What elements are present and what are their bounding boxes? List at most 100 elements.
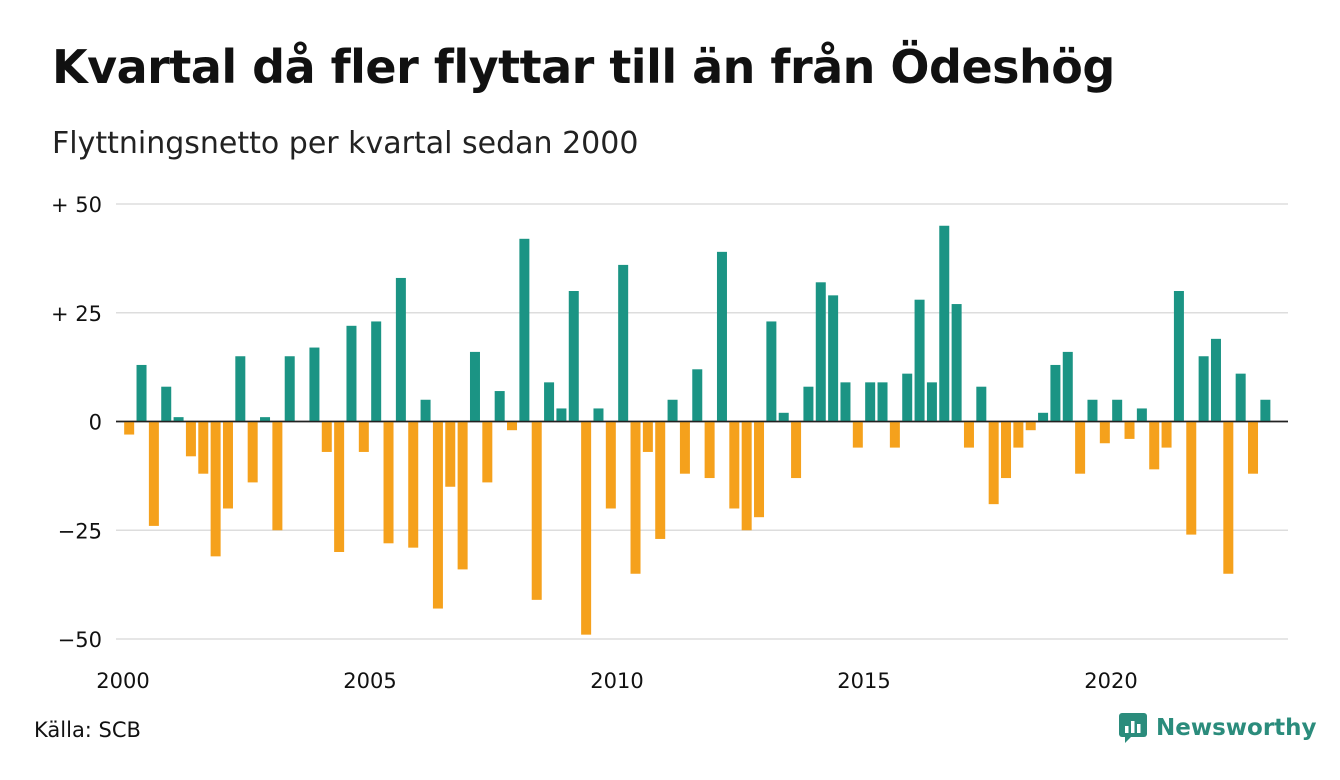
bar: [161, 386, 172, 422]
bar: [445, 421, 456, 487]
bar: [346, 325, 357, 422]
bar: [469, 351, 480, 422]
bar: [815, 282, 826, 422]
bar: [531, 421, 542, 600]
bar: [704, 421, 715, 479]
y-tick-label: + 50: [51, 193, 102, 217]
bar: [778, 412, 789, 422]
x-tick-label: 2010: [590, 669, 643, 693]
bar: [1161, 421, 1172, 448]
bar: [840, 382, 851, 422]
bar: [371, 321, 382, 422]
bar: [1235, 373, 1246, 422]
bar: [185, 421, 196, 457]
y-tick-label: −25: [58, 519, 102, 543]
x-tick-label: 2000: [96, 669, 149, 693]
bar: [1124, 421, 1135, 439]
bar: [729, 421, 740, 509]
bar: [519, 238, 530, 422]
bar: [1248, 421, 1259, 474]
bar: [321, 421, 332, 452]
bar: [877, 382, 888, 422]
bar: [963, 421, 974, 448]
bar: [1173, 291, 1184, 422]
bar: [507, 421, 518, 431]
bar: [1149, 421, 1160, 470]
bar: [754, 421, 765, 518]
bar: [1050, 364, 1061, 422]
bar: [951, 304, 962, 422]
bar: [420, 399, 431, 422]
bar: [494, 391, 505, 422]
bar: [902, 373, 913, 422]
bar: [655, 421, 666, 539]
bar: [939, 225, 950, 422]
bar: [679, 421, 690, 474]
bar: [791, 421, 802, 479]
bar: [618, 264, 629, 422]
bar: [1136, 408, 1147, 422]
x-tick-label: 2020: [1084, 669, 1137, 693]
bar: [803, 386, 814, 422]
x-tick-label: 2015: [837, 669, 890, 693]
bar: [247, 421, 258, 483]
bar: [988, 421, 999, 505]
bar: [1099, 421, 1110, 444]
bar: [210, 421, 221, 557]
newsworthy-logo-icon: [1119, 713, 1147, 743]
bar: [395, 277, 406, 422]
bar: [865, 382, 876, 422]
bar: [408, 421, 419, 548]
bar: [544, 382, 555, 422]
y-tick-label: −50: [58, 628, 102, 652]
bar: [667, 399, 678, 422]
bar: [1210, 338, 1221, 422]
bar: [198, 421, 209, 474]
bar: [136, 364, 147, 422]
bar: [1025, 421, 1036, 431]
bar: [358, 421, 369, 452]
y-tick-label: + 25: [51, 302, 102, 326]
bar: [1062, 351, 1073, 422]
bar: [593, 408, 604, 422]
bar: [222, 421, 233, 509]
bar: [1223, 421, 1234, 574]
brand-logo: Newsworthy: [1118, 712, 1317, 744]
bar: [1186, 421, 1197, 535]
bar: [889, 421, 900, 448]
bar: [716, 251, 727, 422]
bar: [235, 356, 246, 422]
bar: [692, 369, 703, 422]
bar: [914, 299, 925, 422]
bar: [828, 295, 839, 422]
bar: [642, 421, 653, 452]
bar: [309, 347, 320, 422]
brand-name: Newsworthy: [1156, 715, 1317, 741]
bar: [1075, 421, 1086, 474]
bar: [272, 421, 283, 531]
bar: [284, 356, 295, 422]
bar: [148, 421, 159, 526]
x-tick-label: 2005: [343, 669, 396, 693]
bar: [1038, 412, 1049, 422]
bar: [1112, 399, 1123, 422]
bar: [605, 421, 616, 509]
bar: [1001, 421, 1012, 479]
bar: [976, 386, 987, 422]
bar: [124, 421, 135, 435]
bar: [432, 421, 443, 609]
bar: [630, 421, 641, 574]
bar: [852, 421, 863, 448]
bar: [556, 408, 567, 422]
bar: [926, 382, 937, 422]
bar: [1087, 399, 1098, 422]
bar: [1260, 399, 1271, 422]
bar: [260, 417, 271, 422]
bar: [741, 421, 752, 531]
chart-subtitle: Flyttningsnetto per kvartal sedan 2000: [52, 126, 639, 161]
bar: [173, 417, 184, 422]
bar: [581, 421, 592, 635]
bar: [383, 421, 394, 544]
bar: [568, 291, 579, 422]
